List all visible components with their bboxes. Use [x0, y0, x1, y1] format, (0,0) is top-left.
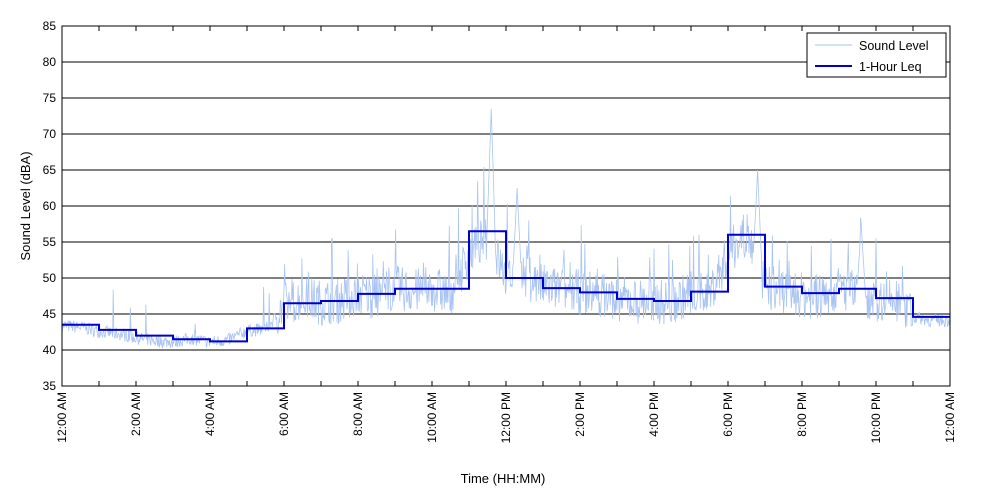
x-tick-label: 8:00 PM	[795, 392, 809, 437]
x-tick-label: 6:00 AM	[277, 392, 291, 436]
x-tick-label: 8:00 AM	[351, 392, 365, 436]
legend-label-1-hour-leq: 1-Hour Leq	[859, 60, 922, 74]
x-tick-label: 12:00 AM	[55, 392, 69, 443]
y-tick-labels: 35 40 45 50 55 60 65 70 75 80 85	[43, 19, 57, 393]
x-tick-label: 6:00 PM	[721, 392, 735, 437]
leq-step-line	[62, 230, 950, 343]
y-tick-label: 80	[43, 55, 57, 69]
x-tick-label: 10:00 PM	[869, 392, 883, 443]
plot-frame	[61, 25, 951, 387]
x-tick-label: 10:00 AM	[425, 392, 439, 443]
x-tick-labels: 12:00 AM 2:00 AM 4:00 AM 6:00 AM 8:00 AM 10:0…	[55, 392, 957, 443]
y-tick-label: 75	[43, 91, 57, 105]
y-tick-label: 50	[43, 271, 57, 285]
y-tick-label: 35	[43, 379, 57, 393]
legend-box	[806, 32, 947, 78]
x-tick-label: 2:00 AM	[129, 392, 143, 436]
y-tick-label: 55	[43, 235, 57, 249]
y-tick-label: 65	[43, 163, 57, 177]
x-tick-label: 2:00 PM	[573, 392, 587, 437]
x-axis-title: Time (HH:MM)	[461, 471, 546, 486]
x-tick-marks	[98, 26, 914, 386]
y-tick-label: 40	[43, 343, 57, 357]
x-tick-label: 4:00 AM	[203, 392, 217, 436]
x-tick-label: 4:00 PM	[647, 392, 661, 437]
legend-label-sound-level: Sound Level	[859, 39, 929, 53]
x-tick-label: 12:00 AM	[943, 392, 957, 443]
y-tick-label: 45	[43, 307, 57, 321]
y-tick-label: 85	[43, 19, 57, 33]
series-1-hour-leq	[62, 230, 950, 343]
x-tick-label: 12:00 PM	[499, 392, 513, 443]
y-tick-label: 60	[43, 199, 57, 213]
y-axis-title: Sound Level (dBA)	[18, 151, 33, 260]
y-tick-label: 70	[43, 127, 57, 141]
legend: Sound Level 1-Hour Leq	[806, 32, 947, 78]
